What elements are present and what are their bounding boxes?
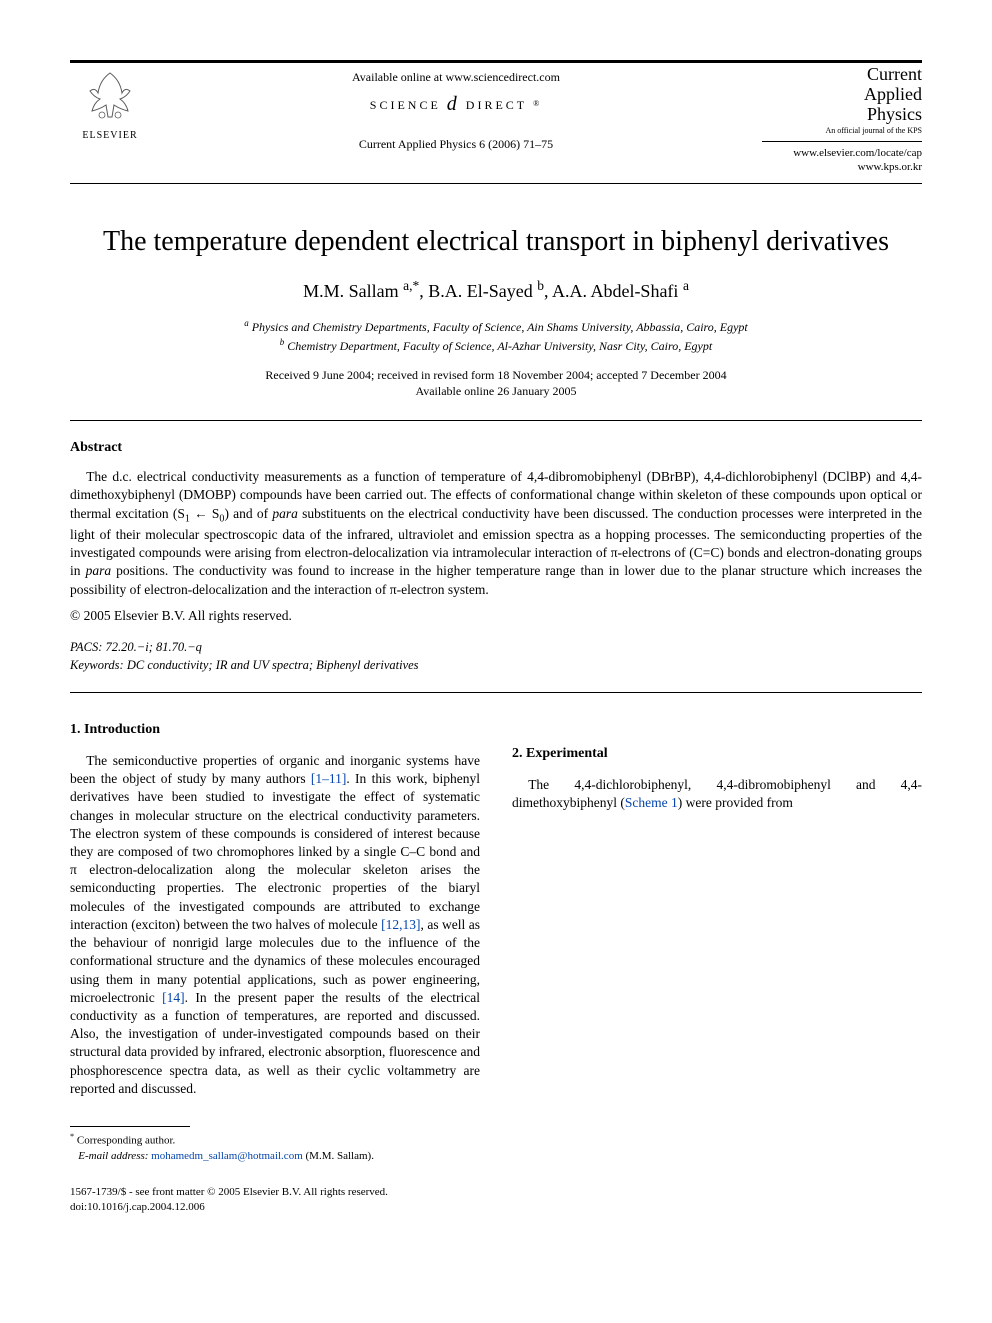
abstract-bottom-rule bbox=[70, 692, 922, 693]
intro-p1d: . In the present paper the results of th… bbox=[70, 990, 480, 1096]
affil-a: Physics and Chemistry Departments, Facul… bbox=[252, 320, 748, 334]
journal-box: Current Applied Physics An official jour… bbox=[762, 65, 922, 175]
title-block: The temperature dependent electrical tra… bbox=[70, 224, 922, 400]
affiliations: a Physics and Chemistry Departments, Fac… bbox=[70, 317, 922, 355]
footnote-corresponding: * Corresponding author. E-mail address: … bbox=[70, 1131, 480, 1163]
journal-url-2: www.kps.or.kr bbox=[858, 161, 922, 173]
dates: Received 9 June 2004; received in revise… bbox=[70, 367, 922, 401]
sd-reg-icon: ® bbox=[533, 99, 542, 110]
paper-title: The temperature dependent electrical tra… bbox=[70, 224, 922, 259]
keywords: Keywords: DC conductivity; IR and UV spe… bbox=[70, 657, 922, 675]
section-2-wrapper: 2. Experimental The 4,4-dichlorobiphenyl… bbox=[512, 745, 922, 812]
sd-word1: SCIENCE bbox=[370, 97, 441, 113]
journal-urls: www.elsevier.com/locate/cap www.kps.or.k… bbox=[762, 146, 922, 175]
abstract-top-rule bbox=[70, 420, 922, 421]
jt2: Applied bbox=[864, 84, 922, 104]
available-online-text: Available online at www.sciencedirect.co… bbox=[150, 69, 762, 85]
affil-b: Chemistry Department, Faculty of Science… bbox=[287, 339, 712, 353]
intro-p1b: . In this work, biphenyl derivatives hav… bbox=[70, 771, 480, 932]
header-row: ELSEVIER Available online at www.science… bbox=[70, 65, 922, 175]
experimental-paragraph: The 4,4-dichlorobiphenyl, 4,4-dibromobip… bbox=[512, 776, 922, 812]
date-received: Received 9 June 2004; received in revise… bbox=[265, 368, 726, 382]
footer-issn: 1567-1739/$ - see front matter © 2005 El… bbox=[70, 1186, 388, 1198]
jt1: Current bbox=[867, 64, 922, 84]
footer-doi: doi:10.1016/j.cap.2004.12.006 bbox=[70, 1201, 205, 1213]
jt3: Physics bbox=[867, 104, 922, 124]
fn-corr: Corresponding author. bbox=[77, 1135, 175, 1147]
date-online: Available online 26 January 2005 bbox=[415, 384, 576, 398]
journal-subtitle: An official journal of the KPS bbox=[762, 126, 922, 142]
ref-link-12-13[interactable]: [12,13] bbox=[381, 917, 420, 932]
ref-link-14[interactable]: [14] bbox=[162, 990, 185, 1005]
fn-email-paren: (M.M. Sallam). bbox=[306, 1150, 374, 1162]
sd-word2: DIRECT bbox=[466, 97, 527, 113]
fn-email-label: E-mail address: bbox=[78, 1150, 148, 1162]
experimental-heading: 2. Experimental bbox=[512, 745, 922, 764]
footer-block: 1567-1739/$ - see front matter © 2005 El… bbox=[70, 1185, 922, 1214]
exp-p1b: ) were provided from bbox=[678, 795, 793, 810]
copyright: © 2005 Elsevier B.V. All rights reserved… bbox=[70, 607, 922, 625]
ref-link-1-11[interactable]: [1–11] bbox=[311, 771, 347, 786]
abstract-heading: Abstract bbox=[70, 439, 922, 458]
header-bottom-rule bbox=[70, 183, 922, 184]
intro-heading: 1. Introduction bbox=[70, 721, 480, 740]
body-columns: 1. Introduction The semiconductive prope… bbox=[70, 721, 922, 1163]
elsevier-logo: ELSEVIER bbox=[70, 65, 150, 155]
center-header: Available online at www.sciencedirect.co… bbox=[150, 65, 762, 152]
journal-url-1: www.elsevier.com/locate/cap bbox=[793, 147, 922, 159]
authors: M.M. Sallam a,*, B.A. El-Sayed b, A.A. A… bbox=[70, 277, 922, 303]
abstract-text: The d.c. electrical conductivity measure… bbox=[70, 468, 922, 599]
sciencedirect-logo: SCIENCE d DIRECT ® bbox=[370, 91, 542, 118]
elsevier-tree-icon bbox=[80, 65, 140, 125]
scheme-1-link[interactable]: Scheme 1 bbox=[625, 795, 678, 810]
citation: Current Applied Physics 6 (2006) 71–75 bbox=[150, 136, 762, 152]
footnote-separator bbox=[70, 1126, 190, 1127]
top-rule bbox=[70, 60, 922, 63]
intro-paragraph: The semiconductive properties of organic… bbox=[70, 752, 480, 1098]
journal-title: Current Applied Physics bbox=[762, 65, 922, 124]
pacs: PACS: 72.20.−i; 81.70.−q bbox=[70, 639, 922, 657]
elsevier-label: ELSEVIER bbox=[82, 129, 137, 143]
footnote-email-link[interactable]: mohamedm_sallam@hotmail.com bbox=[151, 1150, 303, 1162]
sd-swoosh-icon: d bbox=[447, 91, 460, 118]
